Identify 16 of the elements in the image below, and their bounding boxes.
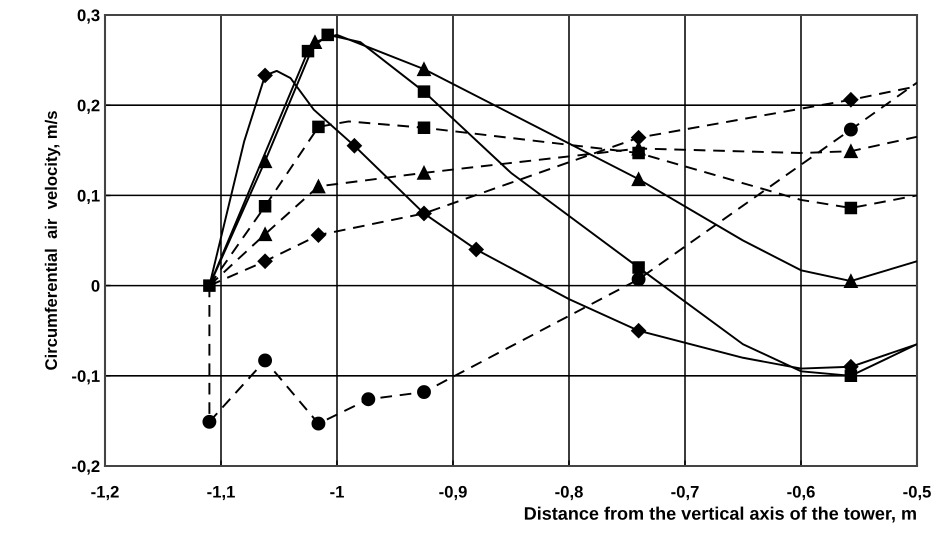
y-tick-label: 0 bbox=[92, 280, 100, 292]
x-tick-label: -0,6 bbox=[787, 486, 815, 500]
x-tick-label: -0,9 bbox=[439, 486, 467, 500]
x-tick-label: -0,7 bbox=[671, 486, 699, 500]
x-axis-title: Distance from the vertical axis of the tower, m bbox=[524, 506, 916, 522]
y-tick-label: 0,2 bbox=[78, 100, 100, 114]
x-tick-label: -1 bbox=[330, 486, 344, 498]
y-tick-label: 0,1 bbox=[78, 190, 100, 204]
y-axis-title: Circumferential air velocity, m/s bbox=[44, 111, 60, 370]
x-tick-label: -1,1 bbox=[207, 486, 235, 500]
y-tick-label: -0,2 bbox=[72, 460, 100, 475]
x-tick-label: -0,8 bbox=[555, 486, 583, 500]
x-tick-label: -0,5 bbox=[903, 486, 931, 500]
y-tick-label: -0,1 bbox=[72, 370, 100, 384]
x-tick-label: -1,2 bbox=[91, 486, 119, 500]
y-tick-label: 0,3 bbox=[78, 9, 100, 24]
